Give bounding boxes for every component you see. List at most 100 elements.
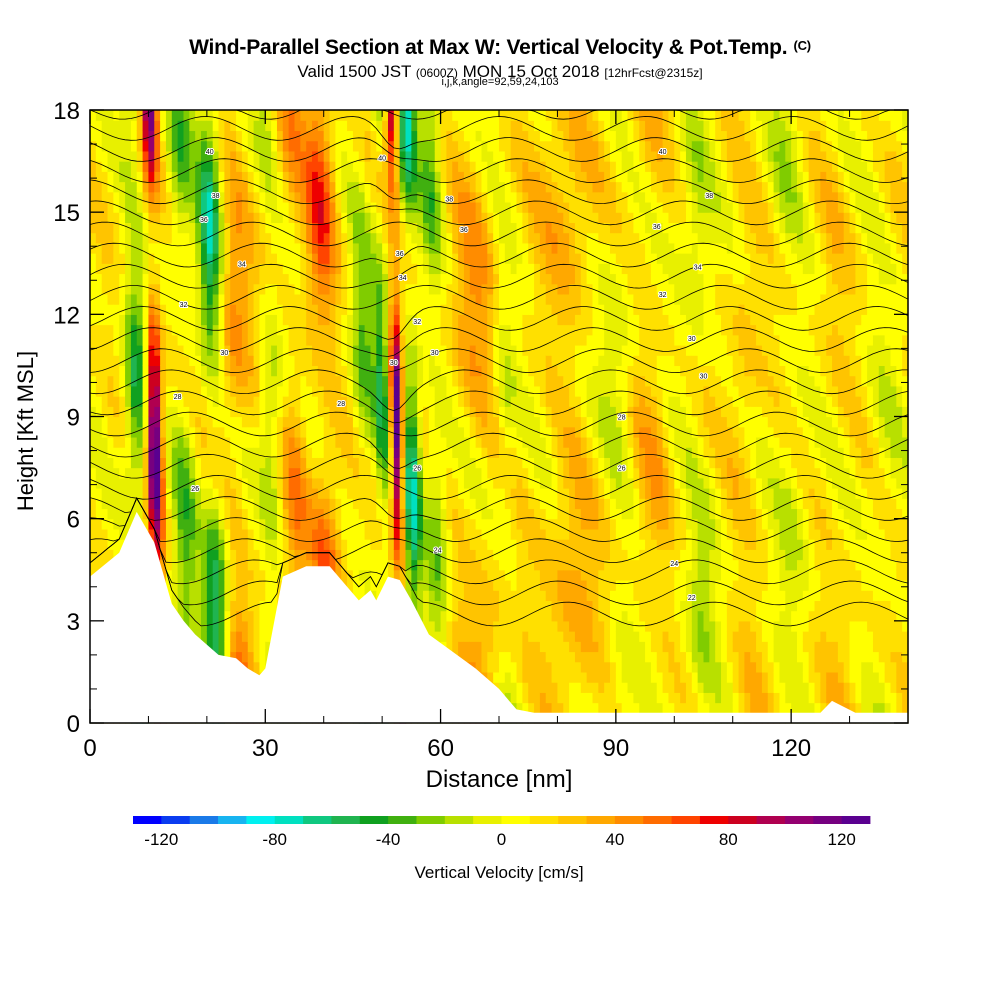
velocity-cell	[224, 263, 231, 275]
velocity-cell	[148, 120, 155, 132]
velocity-cell	[569, 457, 576, 469]
velocity-cell	[569, 508, 576, 520]
velocity-cell	[504, 549, 512, 561]
velocity-cell	[259, 416, 266, 428]
velocity-cell	[545, 447, 553, 458]
velocity-cell	[201, 477, 208, 489]
velocity-cell	[399, 498, 407, 510]
velocity-cell	[510, 661, 518, 673]
velocity-cell	[440, 253, 448, 264]
velocity-cell	[253, 467, 261, 479]
velocity-cell	[347, 344, 354, 356]
velocity-cell	[119, 365, 126, 377]
velocity-cell	[487, 222, 494, 234]
velocity-cell	[224, 110, 231, 121]
velocity-cell	[423, 569, 430, 581]
velocity-cell	[195, 304, 202, 315]
velocity-cell	[463, 171, 471, 183]
velocity-cell	[376, 355, 383, 367]
velocity-cell	[382, 375, 389, 387]
velocity-cell	[417, 396, 424, 407]
velocity-cell	[101, 324, 109, 336]
velocity-cell	[317, 508, 325, 520]
velocity-cell	[387, 222, 395, 234]
velocity-cell	[224, 334, 231, 346]
velocity-cell	[189, 620, 196, 632]
velocity-cell	[347, 293, 354, 305]
velocity-cell	[195, 283, 202, 295]
velocity-cell	[224, 518, 231, 530]
velocity-cell	[423, 150, 430, 162]
velocity-cell	[189, 569, 196, 581]
velocity-cell	[113, 365, 120, 377]
velocity-cell	[183, 355, 190, 367]
velocity-cell	[306, 263, 313, 275]
velocity-cell	[487, 518, 494, 530]
velocity-cell	[458, 569, 465, 581]
velocity-cell	[201, 334, 208, 346]
velocity-cell	[405, 467, 412, 479]
velocity-cell	[452, 396, 459, 407]
velocity-cell	[393, 232, 401, 244]
velocity-cell	[306, 518, 313, 530]
velocity-cell	[364, 110, 372, 121]
velocity-cell	[224, 631, 231, 642]
velocity-cell	[569, 518, 576, 530]
velocity-cell	[300, 191, 307, 203]
velocity-cell	[113, 110, 120, 121]
velocity-cell	[534, 120, 541, 132]
velocity-cell	[125, 314, 132, 326]
velocity-cell	[306, 334, 313, 346]
velocity-cell	[125, 181, 132, 193]
velocity-cell	[288, 140, 296, 152]
velocity-cell	[212, 140, 220, 152]
velocity-cell	[522, 324, 529, 336]
velocity-cell	[171, 324, 179, 336]
velocity-cell	[481, 273, 488, 285]
velocity-cell	[469, 263, 477, 275]
velocity-cell	[288, 222, 296, 234]
velocity-cell	[288, 324, 296, 336]
velocity-cell	[551, 273, 559, 285]
velocity-cell	[545, 457, 553, 469]
velocity-cell	[499, 375, 506, 387]
velocity-cell	[452, 610, 459, 622]
velocity-cell	[481, 253, 488, 264]
velocity-cell	[341, 365, 348, 377]
velocity-cell	[341, 569, 348, 581]
velocity-cell	[323, 508, 331, 520]
velocity-cell	[206, 508, 214, 520]
velocity-cell	[352, 467, 360, 479]
velocity-cell	[534, 314, 541, 326]
velocity-cell	[247, 610, 255, 622]
velocity-cell	[154, 171, 161, 183]
velocity-cell	[382, 283, 389, 295]
velocity-cell	[224, 539, 231, 550]
velocity-cell	[107, 447, 114, 458]
velocity-cell	[323, 467, 331, 479]
velocity-cell	[165, 263, 173, 275]
velocity-cell	[458, 191, 465, 203]
velocity-cell	[528, 620, 535, 632]
velocity-cell	[423, 161, 430, 172]
velocity-cell	[312, 344, 319, 356]
velocity-cell	[119, 273, 126, 285]
velocity-cell	[195, 620, 202, 632]
velocity-cell	[481, 549, 488, 561]
velocity-cell	[294, 528, 301, 540]
velocity-cell	[504, 171, 512, 183]
velocity-cell	[481, 263, 488, 275]
velocity-cell	[107, 110, 114, 121]
velocity-cell	[522, 222, 529, 234]
velocity-cell	[312, 426, 319, 438]
velocity-cell	[458, 263, 465, 275]
velocity-cell	[352, 436, 360, 448]
velocity-cell	[446, 467, 453, 479]
velocity-cell	[271, 273, 278, 285]
velocity-cell	[539, 590, 547, 601]
velocity-cell	[241, 559, 249, 571]
velocity-cell	[95, 467, 103, 479]
velocity-cell	[481, 242, 488, 254]
velocity-cell	[347, 385, 354, 397]
velocity-cell	[125, 150, 132, 162]
